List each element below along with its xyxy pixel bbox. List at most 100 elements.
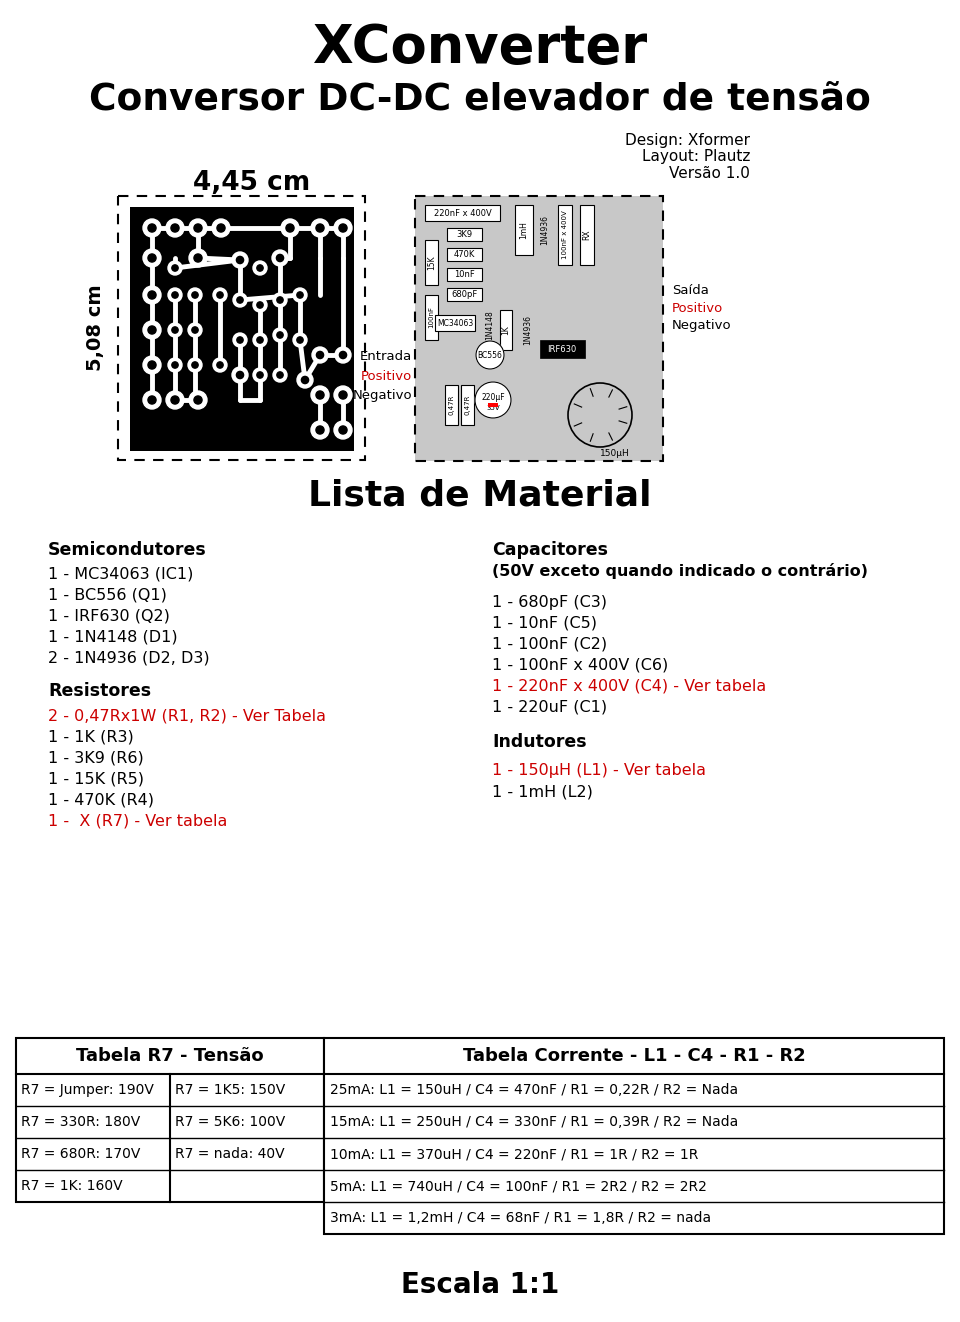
Circle shape — [316, 426, 324, 434]
Circle shape — [334, 386, 352, 405]
Text: 3K9: 3K9 — [456, 230, 472, 239]
Bar — [415, 196, 663, 461]
Circle shape — [166, 391, 184, 408]
Circle shape — [272, 250, 288, 266]
Circle shape — [301, 377, 308, 383]
Text: R7 = 1K: 160V: R7 = 1K: 160V — [21, 1179, 123, 1192]
Circle shape — [311, 420, 329, 439]
Circle shape — [232, 368, 248, 383]
Text: 1 - 220uF (C1): 1 - 220uF (C1) — [492, 699, 607, 714]
Circle shape — [297, 371, 313, 387]
Text: 220μF: 220μF — [481, 394, 505, 402]
Bar — [16, 1038, 324, 1202]
Text: 5mA: L1 = 740uH / C4 = 100nF / R1 = 2R2 / R2 = 2R2: 5mA: L1 = 740uH / C4 = 100nF / R1 = 2R2 … — [330, 1179, 707, 1192]
Circle shape — [188, 323, 202, 337]
Text: MC34063: MC34063 — [437, 319, 473, 328]
Circle shape — [232, 253, 248, 268]
Circle shape — [476, 341, 504, 369]
Circle shape — [189, 391, 207, 408]
Bar — [488, 403, 498, 407]
Circle shape — [293, 333, 307, 346]
Bar — [447, 288, 482, 301]
Circle shape — [143, 321, 161, 338]
Text: 680pF: 680pF — [451, 290, 478, 299]
Text: Layout: Plautz: Layout: Plautz — [641, 149, 750, 164]
Text: Design: Xformer: Design: Xformer — [625, 132, 750, 148]
Text: Negativo: Negativo — [672, 320, 732, 333]
Circle shape — [475, 382, 511, 418]
Circle shape — [172, 327, 179, 333]
Text: 1 - IRF630 (Q2): 1 - IRF630 (Q2) — [48, 608, 170, 624]
Text: 3mA: L1 = 1,2mH / C4 = 68nF / R1 = 1,8R / R2 = nada: 3mA: L1 = 1,2mH / C4 = 68nF / R1 = 1,8R … — [330, 1211, 711, 1225]
Circle shape — [339, 426, 348, 434]
Text: 1K: 1K — [501, 325, 511, 334]
Text: 1 - BC556 (Q1): 1 - BC556 (Q1) — [48, 587, 167, 603]
Bar — [425, 295, 438, 340]
Bar — [425, 205, 500, 221]
Circle shape — [236, 256, 244, 263]
Circle shape — [233, 333, 247, 346]
Text: Saída: Saída — [672, 283, 708, 296]
Circle shape — [316, 223, 324, 233]
Circle shape — [189, 249, 207, 267]
Text: 4,45 cm: 4,45 cm — [193, 171, 310, 196]
Text: 1 - 470K (R4): 1 - 470K (R4) — [48, 792, 154, 808]
Circle shape — [253, 297, 267, 312]
Text: 1 - 100nF (C2): 1 - 100nF (C2) — [492, 636, 607, 652]
Circle shape — [148, 361, 156, 369]
Text: IRF630: IRF630 — [547, 345, 577, 353]
Circle shape — [311, 219, 329, 237]
Circle shape — [188, 358, 202, 371]
Text: Tabela Corrente - L1 - C4 - R1 - R2: Tabela Corrente - L1 - C4 - R1 - R2 — [463, 1047, 805, 1066]
Circle shape — [171, 397, 180, 405]
Text: 5,08 cm: 5,08 cm — [85, 284, 105, 371]
Text: 1 - 220nF x 400V (C4) - Ver tabela: 1 - 220nF x 400V (C4) - Ver tabela — [492, 678, 766, 694]
Circle shape — [293, 288, 307, 301]
Text: 1 - 1K (R3): 1 - 1K (R3) — [48, 730, 133, 744]
Circle shape — [148, 223, 156, 233]
Circle shape — [212, 219, 230, 237]
Text: 1 - MC34063 (IC1): 1 - MC34063 (IC1) — [48, 567, 193, 582]
Circle shape — [192, 327, 198, 333]
Circle shape — [312, 346, 328, 364]
Circle shape — [168, 323, 182, 337]
Bar — [447, 249, 482, 260]
Bar — [445, 385, 458, 424]
Circle shape — [148, 291, 156, 299]
Text: R7 = nada: 40V: R7 = nada: 40V — [175, 1147, 284, 1161]
Bar — [415, 196, 663, 461]
Circle shape — [213, 358, 227, 371]
Circle shape — [273, 368, 287, 382]
Circle shape — [148, 254, 156, 262]
Circle shape — [192, 292, 198, 299]
Text: 150μH: 150μH — [600, 448, 630, 457]
Bar — [500, 309, 512, 350]
Circle shape — [217, 223, 225, 233]
Circle shape — [257, 264, 263, 271]
Circle shape — [257, 337, 263, 344]
Text: 2 - 0,47Rx1W (R1, R2) - Ver Tabela: 2 - 0,47Rx1W (R1, R2) - Ver Tabela — [48, 709, 326, 723]
Circle shape — [188, 288, 202, 301]
Circle shape — [273, 293, 287, 307]
Text: R7 = 1K5: 150V: R7 = 1K5: 150V — [175, 1083, 285, 1097]
Circle shape — [311, 386, 329, 405]
Bar — [130, 208, 354, 451]
Text: 1N4936: 1N4936 — [523, 315, 533, 345]
Text: 0,47R: 0,47R — [448, 395, 454, 415]
Circle shape — [233, 293, 247, 307]
Text: Negativo: Negativo — [352, 390, 412, 402]
Text: Versão 1.0: Versão 1.0 — [669, 167, 750, 181]
Text: Tabela R7 - Tensão: Tabela R7 - Tensão — [76, 1047, 264, 1066]
Circle shape — [281, 219, 299, 237]
Text: R7 = 5K6: 100V: R7 = 5K6: 100V — [175, 1114, 285, 1129]
Circle shape — [192, 362, 198, 368]
Circle shape — [236, 371, 244, 378]
Text: 220nF x 400V: 220nF x 400V — [434, 209, 492, 218]
Text: 1 - 10nF (C5): 1 - 10nF (C5) — [492, 616, 597, 631]
Bar — [435, 315, 475, 330]
Circle shape — [217, 292, 223, 299]
Circle shape — [253, 333, 267, 346]
Circle shape — [143, 249, 161, 267]
Text: 1 -  X (R7) - Ver tabela: 1 - X (R7) - Ver tabela — [48, 813, 228, 829]
Circle shape — [143, 286, 161, 304]
